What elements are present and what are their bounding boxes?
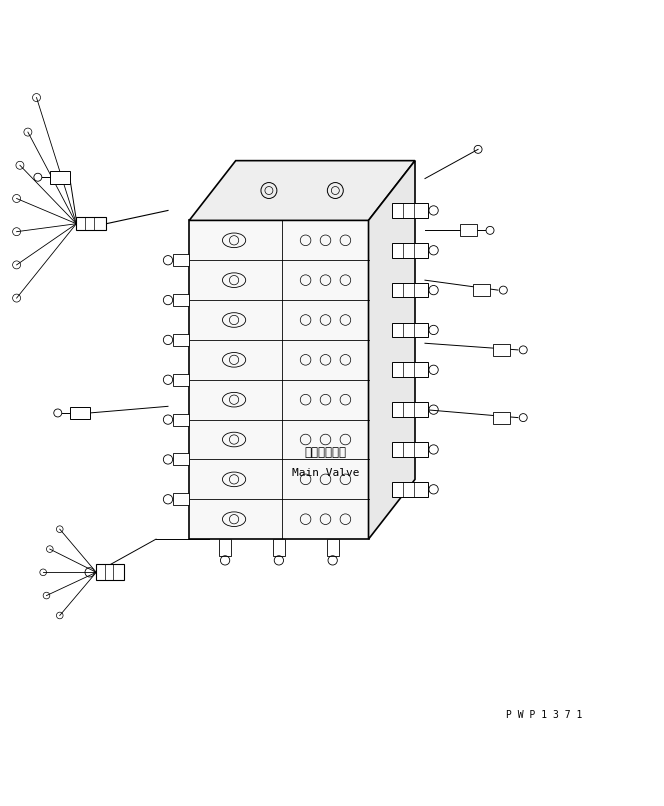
Polygon shape [327, 539, 339, 555]
Polygon shape [392, 283, 428, 297]
Polygon shape [392, 243, 428, 258]
Polygon shape [173, 254, 189, 266]
Text: P W P 1 3 7 1: P W P 1 3 7 1 [506, 710, 583, 720]
Polygon shape [392, 482, 428, 496]
Polygon shape [392, 442, 428, 457]
Polygon shape [70, 407, 90, 419]
Polygon shape [173, 334, 189, 346]
Polygon shape [392, 363, 428, 377]
Polygon shape [392, 322, 428, 337]
Polygon shape [173, 294, 189, 306]
Polygon shape [173, 493, 189, 505]
Polygon shape [473, 285, 490, 296]
Polygon shape [96, 564, 124, 580]
Polygon shape [392, 402, 428, 417]
Polygon shape [493, 344, 510, 356]
Polygon shape [173, 454, 189, 465]
Polygon shape [493, 412, 510, 424]
Polygon shape [460, 224, 477, 236]
Polygon shape [273, 539, 285, 555]
Polygon shape [76, 217, 106, 231]
Polygon shape [189, 220, 369, 539]
Polygon shape [50, 171, 70, 184]
Polygon shape [219, 539, 231, 555]
Text: メインバルブ: メインバルブ [304, 447, 347, 459]
Polygon shape [173, 374, 189, 386]
Polygon shape [392, 203, 428, 218]
Text: Main Valve: Main Valve [291, 468, 359, 478]
Polygon shape [369, 160, 415, 539]
Polygon shape [173, 413, 189, 426]
Polygon shape [189, 160, 415, 220]
